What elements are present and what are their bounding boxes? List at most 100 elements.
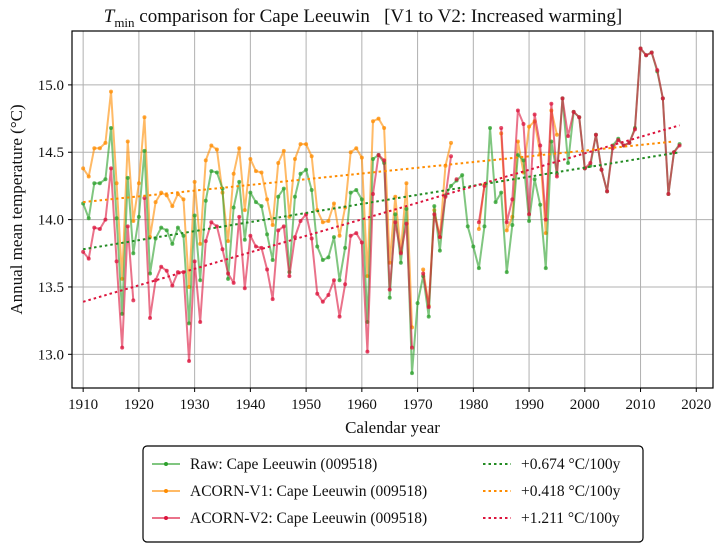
x-tick-label: 1970 [403,397,433,413]
data-point [404,221,409,226]
data-point [214,170,219,175]
data-point [248,233,253,238]
data-point [331,278,336,283]
data-point [326,218,331,223]
data-point [404,206,409,211]
data-point [482,183,487,188]
data-point [599,167,604,172]
series-line [422,156,453,309]
x-tick-label: 1930 [180,397,210,413]
data-point [81,249,86,254]
data-point [187,321,192,326]
data-point [677,143,682,148]
data-point [387,295,392,300]
data-point [120,345,125,350]
data-point [187,359,192,364]
data-point [220,247,225,252]
data-point [337,278,342,283]
data-point [142,196,147,201]
data-point [276,194,281,199]
data-point [393,220,398,225]
data-point [649,50,654,55]
data-point [148,315,153,320]
data-point [125,175,130,180]
data-point [92,146,97,151]
data-point [142,148,147,153]
data-point [460,173,465,178]
data-point [203,239,208,244]
data-point [309,236,314,241]
data-point [449,140,454,145]
x-tick-label: 2000 [570,397,600,413]
data-point [153,278,158,283]
data-point [198,241,203,246]
data-point [231,280,236,285]
data-point [326,293,331,298]
data-point [237,146,242,151]
legend-marker-icon [164,489,168,493]
plot-area [81,46,682,376]
data-point [298,171,303,176]
data-point [242,237,247,242]
data-point [276,161,281,166]
data-point [376,152,381,157]
x-tick-label: 1960 [347,397,377,413]
data-point [209,220,214,225]
data-point [432,212,437,217]
data-point [443,194,448,199]
data-point [493,200,498,205]
data-point [449,183,454,188]
data-point [354,146,359,151]
data-point [248,190,253,195]
data-point [527,212,532,217]
data-point [265,197,270,202]
data-point [421,271,426,276]
data-point [109,166,114,171]
data-point [92,181,97,186]
data-point [515,152,520,157]
data-point [203,158,208,163]
data-point [465,224,470,229]
data-point [538,143,543,148]
data-point [226,239,231,244]
trend-line [82,151,680,251]
x-axis: 1910 1920 1930 1940 1950 1960 1970 1980 1990 2000… [68,388,711,413]
data-point [270,297,275,302]
data-point [610,146,615,151]
data-point [192,259,197,264]
data-point [148,271,153,276]
data-point [426,305,431,310]
y-tick-label: 14.5 [38,145,64,161]
data-point [315,244,320,249]
data-point [97,227,102,232]
data-point [410,371,415,376]
data-point [482,224,487,229]
data-point [198,319,203,324]
data-point [627,140,632,145]
data-point [543,217,548,222]
data-point [265,232,270,237]
data-point [309,154,314,159]
data-point [265,267,270,272]
x-tick-label: 2020 [681,397,711,413]
title-rest: comparison for Cape Leeuwin [V1 to V2: I… [135,6,623,27]
trend-line [83,140,675,204]
data-point [554,174,559,179]
data-point [86,256,91,261]
series-2 [81,46,682,364]
data-point [471,244,476,249]
title-symbol: T [104,6,116,27]
data-point [226,276,231,281]
data-point [638,46,643,51]
data-point [287,274,292,279]
data-point [348,150,353,155]
data-point [114,216,119,221]
data-point [209,143,214,148]
data-point [410,345,415,350]
data-point [593,132,598,137]
data-point [170,283,175,288]
data-point [577,115,582,120]
data-point [259,170,264,175]
data-point [449,154,454,159]
data-point [605,189,610,194]
